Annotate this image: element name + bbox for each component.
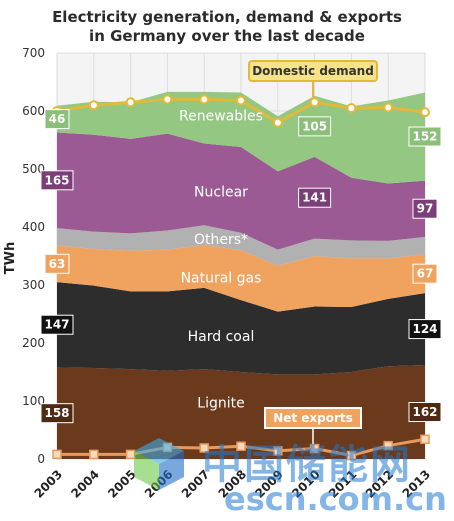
x-tick-label: 2003 <box>32 467 66 501</box>
demand-point <box>309 97 320 108</box>
demand-point <box>88 100 99 111</box>
export-point <box>346 450 357 461</box>
value-label-start: 165 <box>44 173 69 187</box>
export-point <box>420 434 430 445</box>
y-tick-label: 100 <box>22 394 45 408</box>
value-label-mid: 141 <box>302 191 327 205</box>
series-name-label: Hard coal <box>188 329 255 345</box>
export-point <box>125 449 136 460</box>
demand-point <box>420 107 430 118</box>
series-name-label: Others* <box>194 232 248 248</box>
value-label-start: 46 <box>49 112 66 126</box>
export-point <box>273 446 283 456</box>
area-lignite <box>57 365 425 459</box>
chart-title-line-2: in Germany over the last decade <box>89 27 365 45</box>
series-name-label: Lignite <box>197 395 244 411</box>
x-tick-label: 2013 <box>400 467 434 501</box>
demand-point <box>236 95 246 106</box>
export-point <box>162 442 173 453</box>
export-point <box>89 449 99 460</box>
demand-point <box>162 94 173 105</box>
demand-point <box>272 117 283 128</box>
value-label-end: 162 <box>412 405 437 419</box>
value-label-end-box <box>408 402 442 423</box>
area-layer <box>57 91 425 459</box>
area-hard-coal <box>57 282 425 375</box>
demand-point <box>346 103 357 114</box>
y-tick-label: 200 <box>22 336 45 350</box>
series-name-label: Renewables <box>179 108 263 124</box>
label-layer: 158 162 Lignite 147 124 Hard coal 63 67 Natural … <box>40 60 442 445</box>
export-point <box>52 449 62 460</box>
value-label-start: 63 <box>49 257 66 271</box>
y-tick-label: 600 <box>22 104 45 118</box>
x-tick-label: 2012 <box>363 467 397 501</box>
value-label-start-box <box>40 170 74 191</box>
value-label-end-box <box>408 126 442 147</box>
x-tick-label: 2011 <box>326 467 360 501</box>
value-label-start-box <box>40 403 74 424</box>
value-label-start-box <box>44 253 70 274</box>
export-point <box>383 440 393 451</box>
y-tick-label: 700 <box>22 46 45 60</box>
value-label-end: 67 <box>417 267 434 281</box>
x-tick-label: 2008 <box>216 467 250 501</box>
area-natural-gas <box>57 244 425 312</box>
value-label-mid-box <box>298 187 332 208</box>
area-nuclear <box>57 132 425 250</box>
x-tick-label: 2004 <box>68 467 102 501</box>
y-tick-label: 0 <box>37 452 45 466</box>
value-label-end: 97 <box>417 202 434 216</box>
value-label-end: 152 <box>412 130 437 144</box>
y-axis-label: TWh <box>3 242 18 274</box>
export-point <box>309 443 320 454</box>
x-tick-label: 2010 <box>289 467 323 501</box>
x-tick-label: 2006 <box>142 467 176 501</box>
series-name-label: Natural gas <box>181 271 262 287</box>
value-label-end-box <box>408 319 442 340</box>
y-tick-label: 300 <box>22 278 45 292</box>
value-label-start: 147 <box>44 318 69 332</box>
value-label-mid-box <box>298 116 332 137</box>
y-tick-label: 500 <box>22 162 45 176</box>
x-tick-label: 2007 <box>179 467 213 501</box>
value-label-start-box <box>44 109 70 130</box>
x-tick-label: 2005 <box>105 467 139 501</box>
export-point <box>236 441 246 451</box>
y-tick-label: 400 <box>22 220 45 234</box>
area-others <box>57 225 425 266</box>
demand-point <box>125 97 136 108</box>
value-label-end-box <box>412 263 438 284</box>
series-name-label: Nuclear <box>194 185 248 201</box>
export-point <box>199 443 209 453</box>
value-label-start: 158 <box>44 406 69 420</box>
demand-label: Domestic demand <box>252 64 374 78</box>
value-label-mid: 105 <box>302 119 327 133</box>
demand-point <box>199 94 210 105</box>
value-label-end: 124 <box>412 322 437 336</box>
demand-point <box>383 102 394 113</box>
chart-title-line-1: Electricity generation, demand & exports <box>52 8 402 26</box>
value-label-end-box <box>412 198 438 219</box>
value-label-start-box <box>40 314 74 335</box>
exports-label: Net exports <box>273 411 353 425</box>
area-renewables <box>57 91 425 184</box>
x-tick-label: 2009 <box>252 467 286 501</box>
